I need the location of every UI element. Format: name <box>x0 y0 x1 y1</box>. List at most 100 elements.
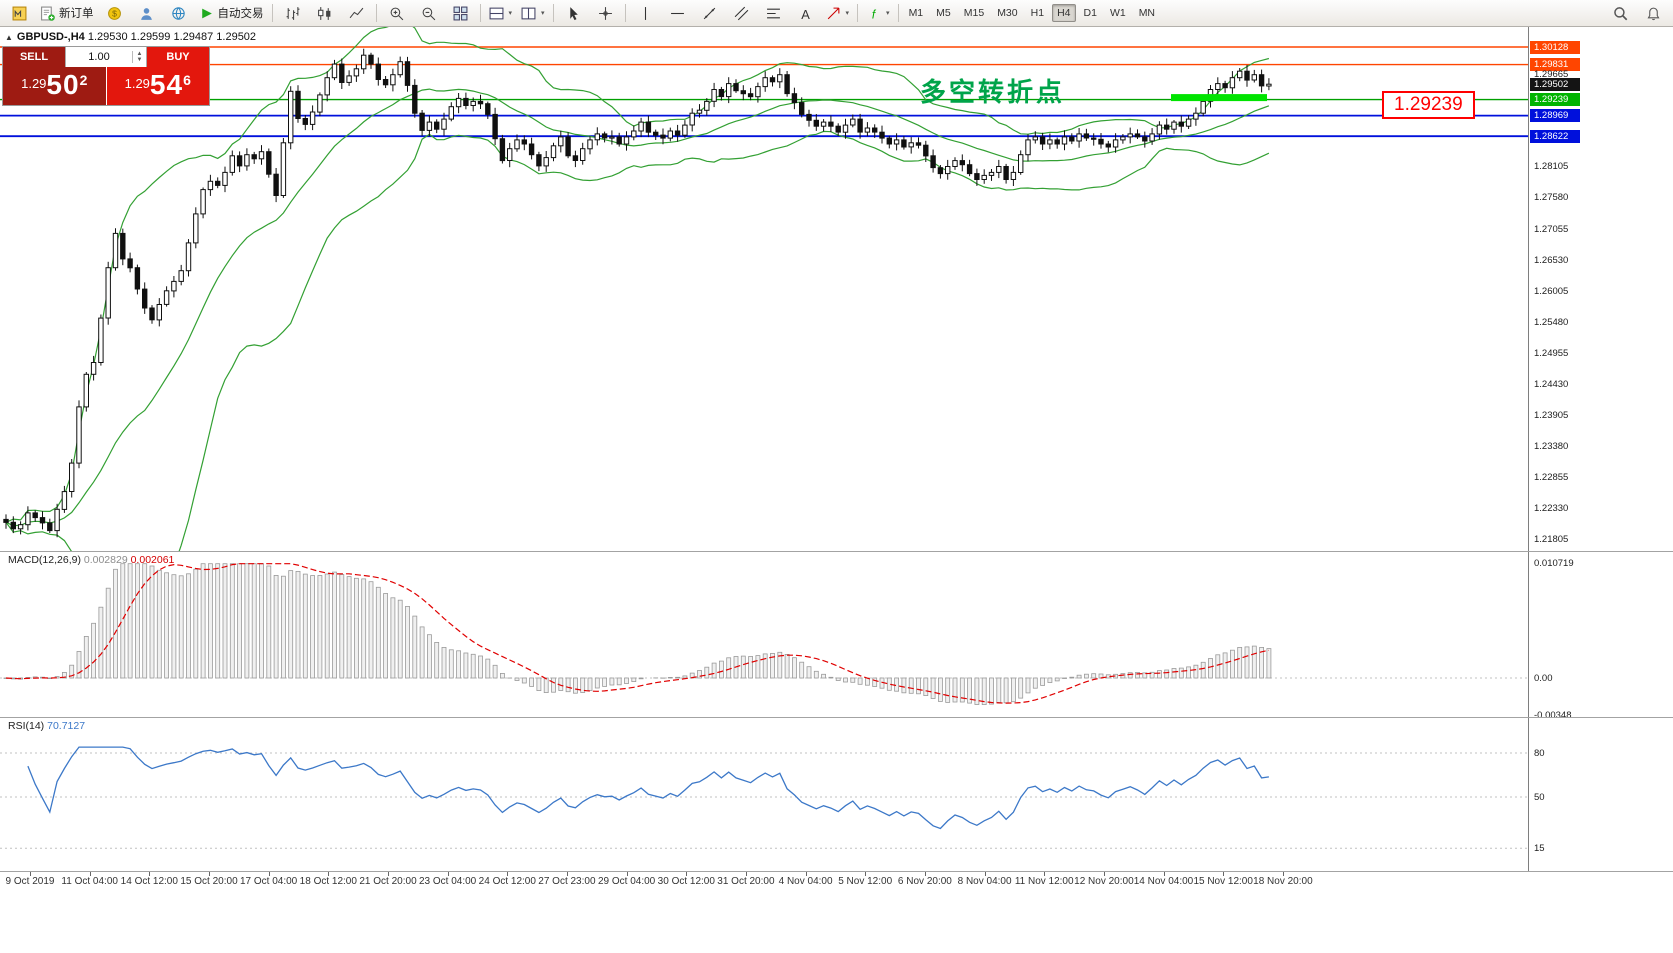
time-axis-label: 6 Nov 20:00 <box>897 876 952 887</box>
time-axis-label: 15 Oct 20:00 <box>180 876 238 887</box>
volume-down-icon[interactable]: ▼ <box>136 57 143 63</box>
rsi-panel-divider[interactable] <box>0 717 1673 718</box>
time-axis-label: 12 Nov 20:00 <box>1074 876 1134 887</box>
web-community-icon[interactable] <box>163 1 194 25</box>
macd-scale-label: 0.00 <box>1534 673 1553 684</box>
time-axis-tick <box>30 872 31 876</box>
price-chart-canvas[interactable] <box>0 27 1528 551</box>
text-label-icon: A <box>801 6 810 20</box>
indicators-icon[interactable]: f ▾ <box>862 1 894 25</box>
channel-icon <box>734 6 748 20</box>
time-axis-tick <box>328 872 330 876</box>
new-order-button[interactable]: 新订单 <box>36 1 98 25</box>
cursor-icon[interactable] <box>558 1 589 25</box>
tile-windows-icon <box>453 6 467 20</box>
terminal-chart-icon[interactable] <box>4 1 35 25</box>
svg-text:f: f <box>872 8 877 21</box>
horizontal-line-icon[interactable] <box>662 1 693 25</box>
dropdown-caret-icon: ▾ <box>541 10 545 17</box>
macd-panel-canvas[interactable] <box>0 552 1528 716</box>
trendline-icon[interactable] <box>694 1 725 25</box>
price-scale-label: 1.29665 <box>1534 68 1569 80</box>
timeframe-d1[interactable]: D1 <box>1083 7 1097 19</box>
volume-value: 1.00 <box>88 51 110 63</box>
deposit-funds-icon: $ <box>107 6 121 20</box>
arrows-icon[interactable]: ▾ <box>822 1 854 25</box>
crosshair-icon[interactable] <box>590 1 621 25</box>
text-label-icon[interactable]: A <box>790 1 821 25</box>
timeframe-h4[interactable]: H4 <box>1052 4 1076 22</box>
trendline-icon <box>703 7 715 19</box>
sell-button[interactable]: SELL <box>3 47 65 67</box>
price-scale-label: 1.24955 <box>1534 347 1569 359</box>
sell-price-point: 2 <box>79 72 88 88</box>
time-axis-label: 31 Oct 20:00 <box>717 876 775 887</box>
rsi-panel-canvas[interactable] <box>0 718 1528 870</box>
volume-input[interactable]: 1.00 ▲ ▼ <box>65 47 147 67</box>
macd-scale-label: -0.00348 <box>1534 710 1572 722</box>
time-axis-tick <box>745 872 747 876</box>
templates-icon[interactable]: ▾ <box>485 1 517 25</box>
time-axis-tick <box>507 872 509 876</box>
buy-button[interactable]: BUY <box>147 47 209 67</box>
cursor-icon <box>569 6 578 20</box>
zoom-out-icon[interactable] <box>413 1 444 25</box>
toolbar-separator <box>271 4 273 22</box>
candlestick-chart-icon[interactable] <box>309 1 340 25</box>
accounts-icon[interactable] <box>131 1 162 25</box>
buy-price-pips: 54 <box>149 69 184 100</box>
time-axis-tick <box>209 872 210 876</box>
zoom-in-icon[interactable] <box>381 1 412 25</box>
price-scale-label: 1.23380 <box>1534 441 1569 453</box>
price-scale-flag: 1.28622 <box>1530 129 1580 143</box>
dropdown-caret-icon: ▾ <box>508 10 513 17</box>
autotrade-button[interactable]: 自动交易 <box>195 1 268 25</box>
timeframe-m1[interactable]: M1 <box>908 7 924 19</box>
search-icon[interactable] <box>1605 1 1636 25</box>
timeframe-m30[interactable]: M30 <box>997 7 1018 19</box>
macd-panel-divider[interactable] <box>0 551 1673 552</box>
crosshair-icon <box>598 6 612 20</box>
timeframe-m5[interactable]: M5 <box>936 7 951 19</box>
rsi-value: 70.7127 <box>47 720 86 732</box>
timeframe-mn[interactable]: MN <box>1138 7 1156 19</box>
deposit-funds-icon[interactable]: $ <box>99 1 130 25</box>
time-axis-tick <box>89 872 91 876</box>
timeframe-m15[interactable]: M15 <box>963 7 985 19</box>
toolbar-separator <box>897 4 899 22</box>
channel-icon[interactable] <box>726 1 757 25</box>
price-level-box: 1.29239 <box>1382 91 1475 119</box>
price-scale-label: 1.21805 <box>1534 534 1569 546</box>
collapse-panel-icon[interactable]: ▲ <box>5 33 13 42</box>
volume-up-icon[interactable]: ▲ <box>136 51 143 57</box>
fibonacci-icon[interactable] <box>758 1 789 25</box>
bar-chart-icon[interactable] <box>277 1 308 25</box>
alerts-icon[interactable] <box>1638 1 1669 25</box>
timeframe-w1[interactable]: W1 <box>1109 7 1126 19</box>
time-axis-label: 9 Oct 2019 <box>5 876 55 887</box>
sell-price-display[interactable]: 1.29 50 2 <box>3 67 106 105</box>
buy-price-display[interactable]: 1.29 54 6 <box>106 67 209 105</box>
tile-windows-icon[interactable] <box>445 1 476 25</box>
time-axis-label: 21 Oct 20:00 <box>359 876 417 887</box>
time-axis-tick <box>924 872 926 876</box>
timeframe-h1[interactable]: H1 <box>1030 7 1045 19</box>
vertical-line-icon[interactable] <box>630 1 661 25</box>
rsi-scale-label: 15 <box>1534 843 1545 855</box>
zoom-in-icon <box>390 7 403 20</box>
profiles-icon[interactable]: ▾ <box>517 1 549 25</box>
toolbar-right-group <box>1605 1 1669 25</box>
price-scale-label: 1.26005 <box>1534 285 1569 297</box>
buy-price-point: 6 <box>183 72 191 88</box>
candlestick-chart-icon <box>317 6 330 20</box>
time-axis-label: 11 Nov 12:00 <box>1014 876 1074 887</box>
time-axis-label: 18 Nov 20:00 <box>1253 876 1313 887</box>
time-axis-label: 4 Nov 04:00 <box>778 876 833 887</box>
time-axis: 9 Oct 2019 11 Oct 04:00 14 Oct 12:00 15 Oct… <box>0 872 1673 952</box>
volume-spinner[interactable]: ▲ ▼ <box>132 51 146 63</box>
fibonacci-icon <box>766 8 780 18</box>
horizontal-line-icon <box>670 12 684 14</box>
time-axis-tick <box>447 872 449 876</box>
line-chart-icon[interactable] <box>341 1 372 25</box>
